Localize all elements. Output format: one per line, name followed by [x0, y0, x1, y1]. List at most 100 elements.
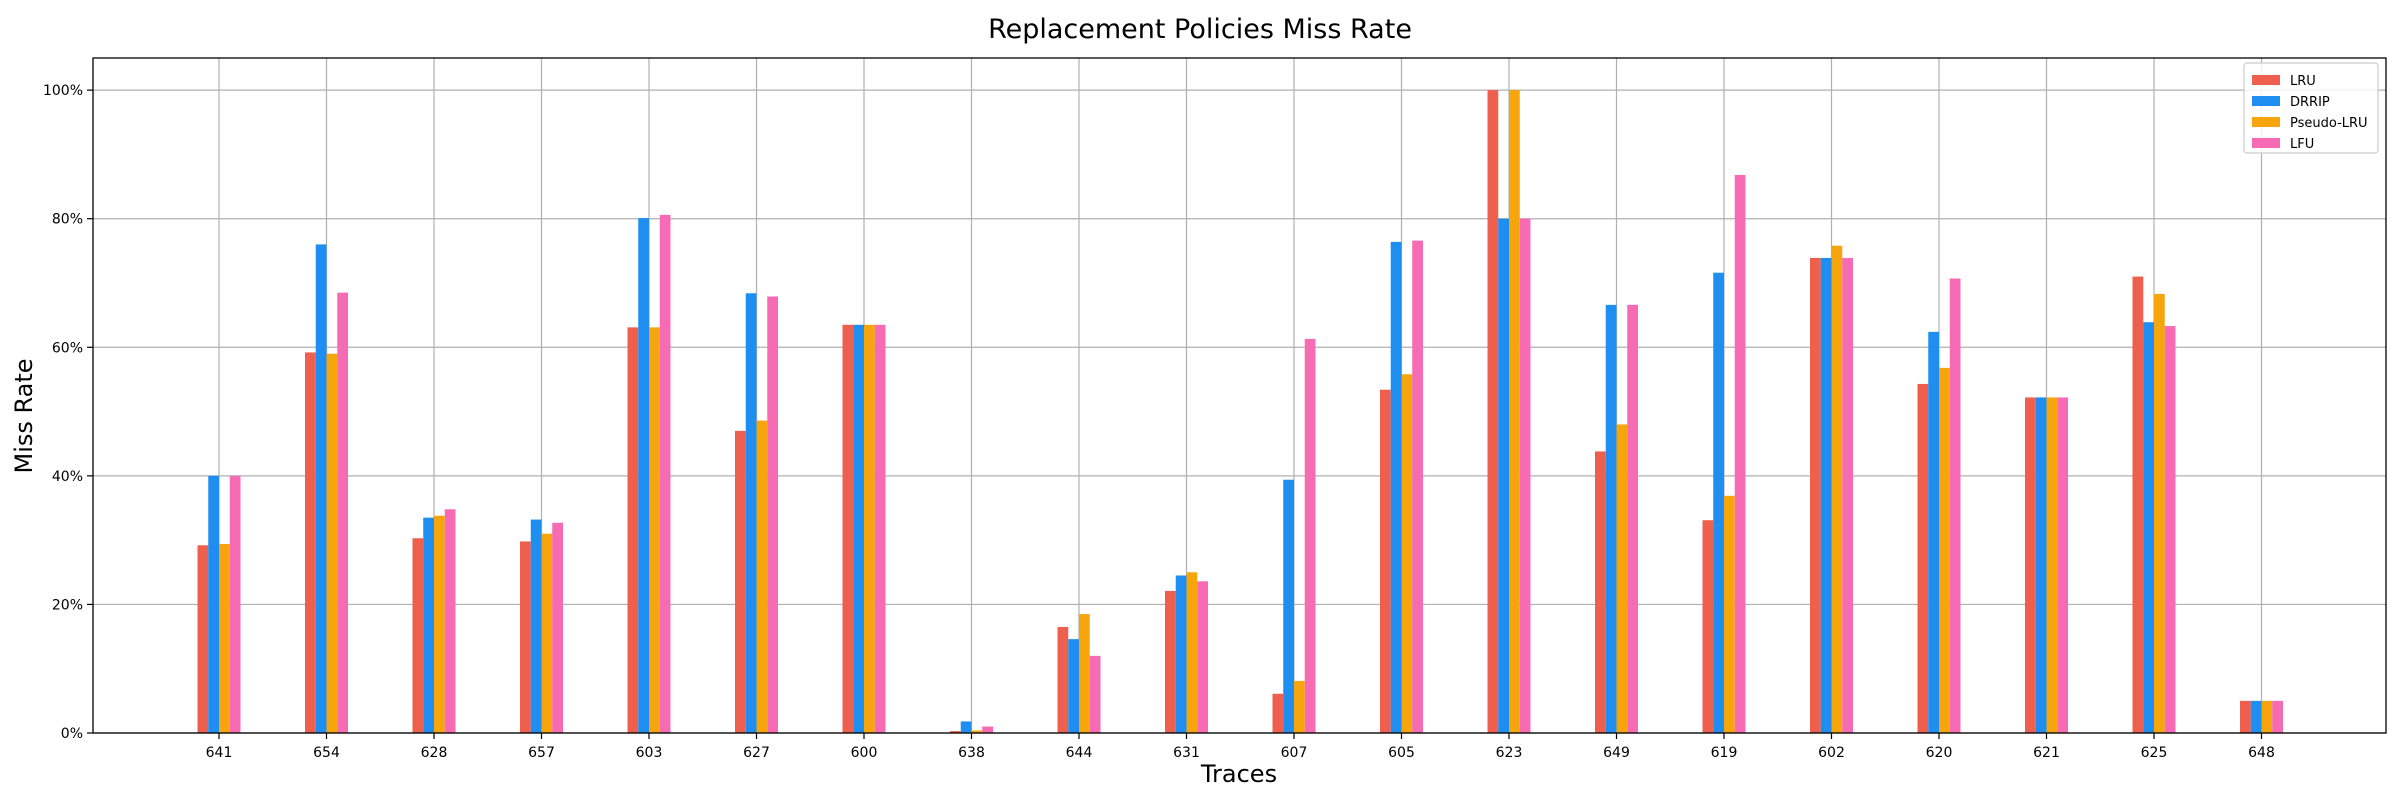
x-tick-label: 649 — [1603, 745, 1630, 761]
bar-lfu-603 — [659, 214, 671, 733]
x-tick-label: 627 — [743, 745, 770, 761]
bar-lru-648 — [2240, 700, 2251, 733]
bar-drrip-631 — [1175, 575, 1187, 733]
bar-pseudo-lru-600 — [864, 324, 875, 733]
bar-lru-620 — [1917, 383, 1929, 733]
bar-lfu-619 — [1734, 175, 1746, 733]
legend-entry: LFU — [2290, 137, 2314, 152]
bar-drrip-600 — [853, 324, 864, 733]
y-axis-label: Miss Rate — [10, 358, 38, 473]
bar-pseudo-lru-657 — [541, 533, 553, 733]
bar-pseudo-lru-638 — [971, 730, 983, 733]
bar-lru-631 — [1165, 590, 1176, 733]
x-tick-label: 600 — [851, 745, 878, 761]
bar-pseudo-lru-602 — [1831, 245, 1843, 733]
y-tick-label: 60% — [52, 340, 83, 356]
bar-pseudo-lru-603 — [649, 327, 660, 733]
bar-pseudo-lru-619 — [1724, 495, 1735, 733]
x-tick-label: 621 — [2033, 745, 2060, 761]
bar-pseudo-lru-607 — [1294, 680, 1305, 733]
bar-lru-627 — [735, 430, 746, 733]
ticks-layer: 0% 20% 40% 60% 80% 100% 641 654 628 657 603 627 600 6… — [43, 83, 2275, 761]
bar-pseudo-lru-605 — [1401, 374, 1413, 733]
x-tick-label: 641 — [206, 745, 233, 761]
bar-pseudo-lru-654 — [326, 353, 338, 733]
bars-layer — [197, 90, 2283, 734]
bar-pseudo-lru-620 — [1939, 367, 1950, 733]
legend: LRU DRRIP Pseudo-LRU LFU — [2243, 62, 2379, 154]
bar-lru-644 — [1057, 626, 1069, 733]
bar-lfu-628 — [444, 509, 456, 733]
bar-pseudo-lru-648 — [2261, 700, 2273, 733]
bar-pseudo-lru-631 — [1186, 572, 1198, 733]
y-tick-label: 40% — [52, 469, 83, 485]
bar-drrip-627 — [745, 293, 757, 733]
axes-layer — [92, 57, 2387, 734]
bar-lfu-625 — [2164, 326, 2176, 733]
bar-drrip-607 — [1283, 479, 1294, 733]
bar-pseudo-lru-641 — [219, 544, 230, 733]
bar-lru-638 — [950, 731, 961, 733]
bar-drrip-654 — [315, 244, 327, 733]
x-tick-label: 644 — [1066, 745, 1093, 761]
x-tick-label: 654 — [313, 745, 340, 761]
x-tick-label: 638 — [958, 745, 985, 761]
bar-lfu-620 — [1949, 278, 1961, 733]
bar-lfu-607 — [1304, 338, 1316, 733]
bar-lfu-605 — [1412, 240, 1423, 734]
bar-pseudo-lru-644 — [1079, 614, 1090, 733]
bar-pseudo-lru-625 — [2154, 293, 2165, 733]
bar-drrip-657 — [530, 519, 542, 733]
y-tick-label: 20% — [52, 597, 83, 613]
bar-lfu-654 — [337, 292, 348, 733]
x-tick-label: 657 — [528, 745, 555, 761]
legend-box — [2243, 62, 2379, 154]
bar-lfu-649 — [1627, 304, 1638, 733]
bar-drrip-619 — [1713, 272, 1724, 733]
bar-lfu-644 — [1089, 655, 1101, 733]
bar-drrip-621 — [2035, 397, 2047, 733]
bar-drrip-638 — [960, 721, 972, 733]
bar-drrip-644 — [1068, 639, 1079, 733]
bar-drrip-648 — [2250, 700, 2262, 733]
bar-drrip-625 — [2143, 322, 2154, 733]
x-tick-label: 619 — [1711, 745, 1738, 761]
bar-pseudo-lru-649 — [1616, 424, 1628, 733]
bar-drrip-605 — [1390, 241, 1402, 733]
bar-lru-657 — [520, 541, 531, 733]
x-tick-label: 605 — [1388, 745, 1415, 761]
y-tick-label: 80% — [52, 212, 83, 228]
bar-lru-600 — [842, 324, 854, 733]
bar-lru-654 — [305, 352, 316, 733]
bar-pseudo-lru-623 — [1509, 90, 1520, 733]
bar-lfu-621 — [2057, 397, 2068, 733]
bar-lru-602 — [1810, 257, 1821, 733]
x-tick-label: 620 — [1926, 745, 1953, 761]
bar-drrip-603 — [638, 218, 649, 734]
y-tick-label: 100% — [43, 83, 83, 99]
bar-lru-641 — [197, 545, 209, 733]
bar-lru-628 — [412, 538, 424, 733]
bar-lfu-638 — [982, 726, 993, 733]
bar-drrip-628 — [423, 517, 434, 733]
bar-lfu-600 — [874, 324, 886, 733]
x-tick-label: 607 — [1281, 745, 1308, 761]
bar-lru-621 — [2025, 397, 2036, 733]
bar-lru-649 — [1595, 451, 1606, 733]
x-tick-label: 623 — [1496, 745, 1523, 761]
bar-lfu-641 — [229, 475, 241, 733]
bar-lru-623 — [1487, 90, 1499, 733]
bar-drrip-620 — [1928, 331, 1939, 733]
bar-lfu-657 — [552, 522, 563, 733]
legend-swatch — [2252, 117, 2280, 127]
legend-swatch — [2252, 138, 2280, 148]
bar-lfu-627 — [767, 296, 778, 733]
legend-entry: LRU — [2290, 74, 2316, 89]
legend-entry: DRRIP — [2290, 95, 2330, 110]
bar-pseudo-lru-627 — [756, 420, 768, 733]
legend-swatch — [2252, 96, 2280, 106]
legend-entry: Pseudo-LRU — [2290, 116, 2368, 131]
bar-drrip-623 — [1498, 218, 1509, 733]
bar-lru-619 — [1702, 520, 1714, 733]
